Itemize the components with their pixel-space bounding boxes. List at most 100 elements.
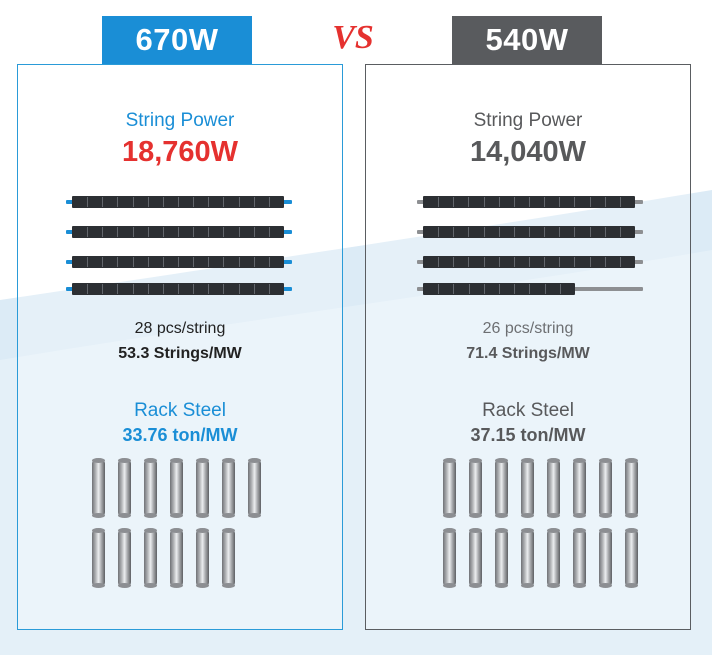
- module-divider: [268, 257, 270, 267]
- steel-rod-icon: [118, 458, 131, 518]
- left-pcs: 28 pcs/string: [134, 320, 226, 337]
- module-divider: [438, 257, 440, 267]
- left-panel-row: [66, 283, 292, 295]
- module-divider: [604, 197, 606, 207]
- right-power-value: 14,040W: [469, 136, 587, 168]
- steel-rod-icon: [118, 528, 131, 588]
- left-power-value: 18,760W: [121, 136, 239, 168]
- solar-panel-icon: [72, 226, 284, 238]
- steel-rod-icon: [170, 528, 183, 588]
- left-panel-row: [66, 196, 292, 208]
- module-divider: [529, 284, 531, 294]
- module-divider: [468, 197, 470, 207]
- module-divider: [102, 197, 104, 207]
- module-divider: [132, 227, 134, 237]
- module-divider: [208, 197, 210, 207]
- module-divider: [544, 227, 546, 237]
- module-divider: [223, 197, 225, 207]
- module-divider: [453, 227, 455, 237]
- steel-rod-icon: [495, 528, 508, 588]
- solar-panel-icon: [423, 256, 635, 268]
- module-divider: [193, 257, 195, 267]
- module-divider: [178, 284, 179, 294]
- module-divider: [102, 284, 104, 294]
- solar-panel-icon: [72, 256, 284, 268]
- solar-panel-icon: [423, 283, 575, 295]
- steel-rod-icon: [547, 528, 560, 588]
- module-divider: [619, 197, 621, 207]
- module-divider: [619, 227, 621, 237]
- steel-rod-icon: [144, 458, 157, 518]
- module-divider: [498, 257, 500, 267]
- solar-panel-icon: [72, 196, 284, 208]
- module-divider: [483, 227, 485, 237]
- module-divider: [468, 257, 470, 267]
- module-divider: [268, 197, 270, 207]
- module-divider: [132, 284, 134, 294]
- module-divider: [208, 284, 210, 294]
- module-divider: [87, 257, 89, 267]
- vs-text: VS: [332, 19, 374, 56]
- module-divider: [147, 227, 149, 237]
- module-divider: [238, 257, 240, 267]
- module-divider: [147, 284, 149, 294]
- module-divider: [559, 257, 561, 267]
- module-divider: [208, 227, 210, 237]
- module-divider: [268, 227, 270, 237]
- module-divider: [438, 227, 440, 237]
- tag-670w: 670W: [102, 16, 252, 64]
- module-divider: [117, 257, 119, 267]
- module-divider: [544, 197, 546, 207]
- module-divider: [87, 197, 89, 207]
- right-panel-row: [417, 256, 643, 268]
- module-divider: [238, 227, 240, 237]
- module-divider: [559, 284, 561, 294]
- right-panel-row: [417, 226, 643, 238]
- module-divider: [574, 227, 576, 237]
- module-divider: [117, 227, 119, 237]
- module-divider: [589, 257, 591, 267]
- module-divider: [162, 197, 164, 207]
- module-divider: [162, 284, 164, 294]
- right-rack-value: 37.15 ton/MW: [470, 425, 586, 445]
- module-divider: [87, 284, 89, 294]
- module-divider: [208, 257, 210, 267]
- module-divider: [589, 197, 591, 207]
- left-power-label: String Power: [125, 110, 235, 131]
- left-rack-label: Rack Steel: [134, 400, 226, 421]
- module-divider: [117, 284, 119, 294]
- module-divider: [559, 227, 561, 237]
- steel-rod-icon: [625, 458, 638, 518]
- module-divider: [253, 284, 255, 294]
- module-divider: [513, 197, 515, 207]
- module-divider: [193, 197, 195, 207]
- steel-rod-icon: [144, 528, 157, 588]
- module-divider: [253, 197, 255, 207]
- steel-rod-icon: [92, 528, 105, 588]
- steel-rod-icon: [248, 458, 261, 518]
- module-divider: [193, 227, 195, 237]
- steel-rod-icon: [469, 458, 482, 518]
- module-divider: [223, 227, 225, 237]
- module-divider: [513, 257, 515, 267]
- module-divider: [253, 227, 255, 237]
- right-strings: 71.4 Strings/MW: [466, 345, 590, 362]
- module-divider: [162, 227, 164, 237]
- module-divider: [529, 227, 530, 237]
- right-panel-row: [417, 196, 643, 208]
- solar-panel-icon: [72, 283, 284, 295]
- steel-rod-icon: [196, 458, 209, 518]
- steel-rod-icon: [222, 458, 235, 518]
- module-divider: [529, 197, 530, 207]
- module-divider: [513, 227, 515, 237]
- steel-rod-icon: [495, 458, 508, 518]
- module-divider: [178, 227, 179, 237]
- steel-rod-icon: [92, 458, 105, 518]
- steel-rod-icon: [196, 528, 209, 588]
- module-divider: [453, 284, 455, 294]
- module-divider: [253, 257, 255, 267]
- module-divider: [102, 227, 104, 237]
- right-pcs: 26 pcs/string: [482, 320, 574, 337]
- steel-rod-icon: [521, 528, 534, 588]
- left-rack-value: 33.76 ton/MW: [122, 425, 238, 445]
